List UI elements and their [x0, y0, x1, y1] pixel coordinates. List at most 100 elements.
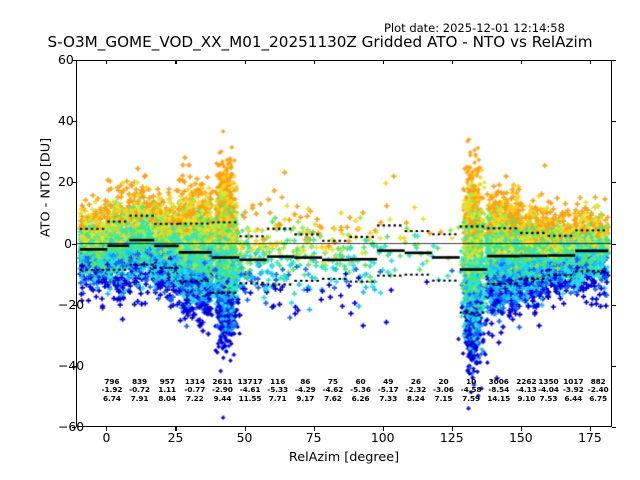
- y-tick-mark: [612, 304, 616, 306]
- x-tick-mark: [244, 60, 246, 64]
- bin-stat-column: 13717 -4.61 11.55: [227, 377, 273, 403]
- bin-stat-std: 11.55: [238, 393, 262, 403]
- bin-stat-column: 839 -0.72 7.91: [117, 377, 163, 403]
- bin-stat-column: 796 -1.92 6.74: [89, 377, 135, 403]
- bin-stat-std: 7.62: [324, 393, 342, 403]
- bin-stat-count: 13717: [237, 377, 263, 386]
- x-tick-mark: [589, 427, 591, 431]
- bin-stat-column: 60 -5.36 6.26: [338, 377, 384, 403]
- bin-stat-mean: 1.11: [158, 385, 177, 395]
- bin-stat-mean: -4.62: [322, 385, 344, 395]
- bin-stat-count: 839: [131, 377, 148, 386]
- bin-stat-mean: -4.58: [460, 385, 482, 395]
- x-tick-label: 175: [578, 430, 602, 445]
- bin-stat-mean: -3.06: [433, 385, 454, 395]
- y-tick-label: 0: [64, 235, 72, 251]
- bin-stat-mean: -5.33: [267, 385, 289, 395]
- x-tick-mark: [451, 60, 453, 64]
- bin-stat-std: 9.44: [213, 393, 232, 403]
- x-tick-mark: [106, 60, 108, 64]
- bin-stat-mean: -5.17: [377, 385, 399, 395]
- x-tick-mark: [520, 60, 522, 64]
- x-tick-mark: [451, 427, 453, 431]
- bin-stat-count: 957: [159, 377, 175, 386]
- bin-stat-count: 882: [590, 377, 606, 386]
- bin-stat-mean: -4.61: [239, 385, 261, 395]
- bin-stat-std: 7.71: [268, 393, 287, 403]
- bin-stat-mean: -2.32: [405, 385, 427, 395]
- y-tick-mark: [72, 60, 76, 62]
- bin-stat-count: 49: [383, 377, 394, 386]
- bin-stat-std: 14.15: [487, 393, 511, 403]
- x-tick-label: 100: [370, 430, 395, 445]
- plot-date-label: Plot date: 2025-12-01 12:14:58: [384, 21, 565, 35]
- y-tick-label: 20: [58, 174, 74, 190]
- bin-stat-mean: -4.29: [294, 385, 316, 395]
- bin-stat-std: 6.26: [351, 393, 370, 403]
- bin-stat-mean: -1.92: [101, 385, 123, 395]
- bin-stat-column: 1314 -0.77 7.22: [172, 377, 218, 403]
- bin-stat-std: 9.10: [517, 393, 536, 403]
- x-tick-mark: [382, 427, 384, 431]
- y-tick-mark: [612, 365, 616, 367]
- bin-stat-count: 20: [438, 377, 449, 386]
- bin-stat-count: 75: [327, 377, 338, 386]
- bin-stat-column: 1017 -3.92 6.44: [550, 377, 596, 403]
- page-title: S-O3M_GOME_VOD_XX_M01_20251130Z Gridded …: [47, 33, 593, 51]
- bin-stat-column: 882 -2.40 6.75: [575, 377, 621, 403]
- y-tick-label: 40: [58, 113, 74, 129]
- y-tick-mark: [72, 243, 76, 245]
- y-tick-label: −20: [58, 296, 85, 312]
- x-tick-mark: [244, 427, 246, 431]
- y-tick-mark: [72, 304, 76, 306]
- x-tick-label: 150: [508, 430, 533, 445]
- y-tick-mark: [72, 427, 76, 429]
- x-axis-label: RelAzim [degree]: [288, 450, 400, 465]
- bin-stat-column: 2262 -4.13 9.10: [503, 377, 549, 403]
- bin-stat-std: 8.24: [406, 393, 425, 403]
- bin-stat-column: 10 -4.58 7.59: [448, 377, 494, 403]
- statistics-lines-layer: [77, 61, 611, 426]
- bin-stat-std: 7.33: [379, 393, 398, 403]
- bin-statistics-table: 796 -1.92 6.74 839 -0.72 7.91 957 1.11 8.04 1314-…: [76, 377, 612, 410]
- bin-stat-std: 7.91: [130, 393, 149, 403]
- x-tick-label: 0: [102, 430, 111, 445]
- y-tick-mark: [612, 121, 616, 123]
- bin-stat-column: 20 -3.06 7.15: [420, 377, 466, 403]
- bin-stat-std: 6.74: [102, 393, 121, 403]
- y-tick-mark: [612, 427, 616, 429]
- x-tick-mark: [382, 60, 384, 64]
- bin-stat-mean: -2.40: [587, 385, 609, 395]
- bin-stat-std: 8.04: [158, 393, 177, 403]
- bin-stat-count: 3006: [488, 377, 509, 386]
- y-tick-mark: [612, 182, 616, 184]
- bin-stat-mean: -5.36: [350, 385, 371, 395]
- y-tick-label: −60: [58, 419, 85, 434]
- x-tick-mark: [175, 427, 177, 431]
- bin-stat-column: 26 -2.32 8.24: [393, 377, 439, 403]
- x-tick-label: 25: [167, 430, 184, 445]
- bin-stat-column: 116 -5.33 7.71: [255, 377, 301, 403]
- y-tick-mark: [72, 365, 76, 367]
- bin-stat-mean: -4.13: [515, 385, 537, 395]
- bin-stat-count: 86: [300, 377, 311, 386]
- bin-stat-mean: -8.54: [488, 385, 510, 395]
- bin-stat-count: 10: [466, 377, 477, 386]
- bin-stat-column: 1350 -4.04 7.53: [525, 377, 571, 403]
- y-tick-mark: [612, 60, 616, 62]
- y-tick-label: 60: [58, 52, 74, 67]
- y-tick-mark: [72, 121, 76, 123]
- bin-stat-std: 7.15: [434, 393, 453, 403]
- bin-stat-mean: -3.92: [562, 385, 584, 395]
- bin-stat-count: 60: [355, 377, 366, 386]
- bin-stat-column: 2611 -2.90 9.44: [199, 377, 245, 403]
- plot-axes: [76, 60, 612, 427]
- x-tick-mark: [313, 427, 315, 431]
- y-axis-label: ATO - NTO [DU]: [38, 137, 54, 238]
- bin-stat-count: 1017: [563, 377, 584, 386]
- bin-stat-count: 116: [270, 377, 286, 386]
- bin-stat-mean: -4.04: [538, 385, 559, 395]
- bin-stat-column: 86 -4.29 9.17: [282, 377, 328, 403]
- bin-stat-std: 6.44: [564, 393, 583, 403]
